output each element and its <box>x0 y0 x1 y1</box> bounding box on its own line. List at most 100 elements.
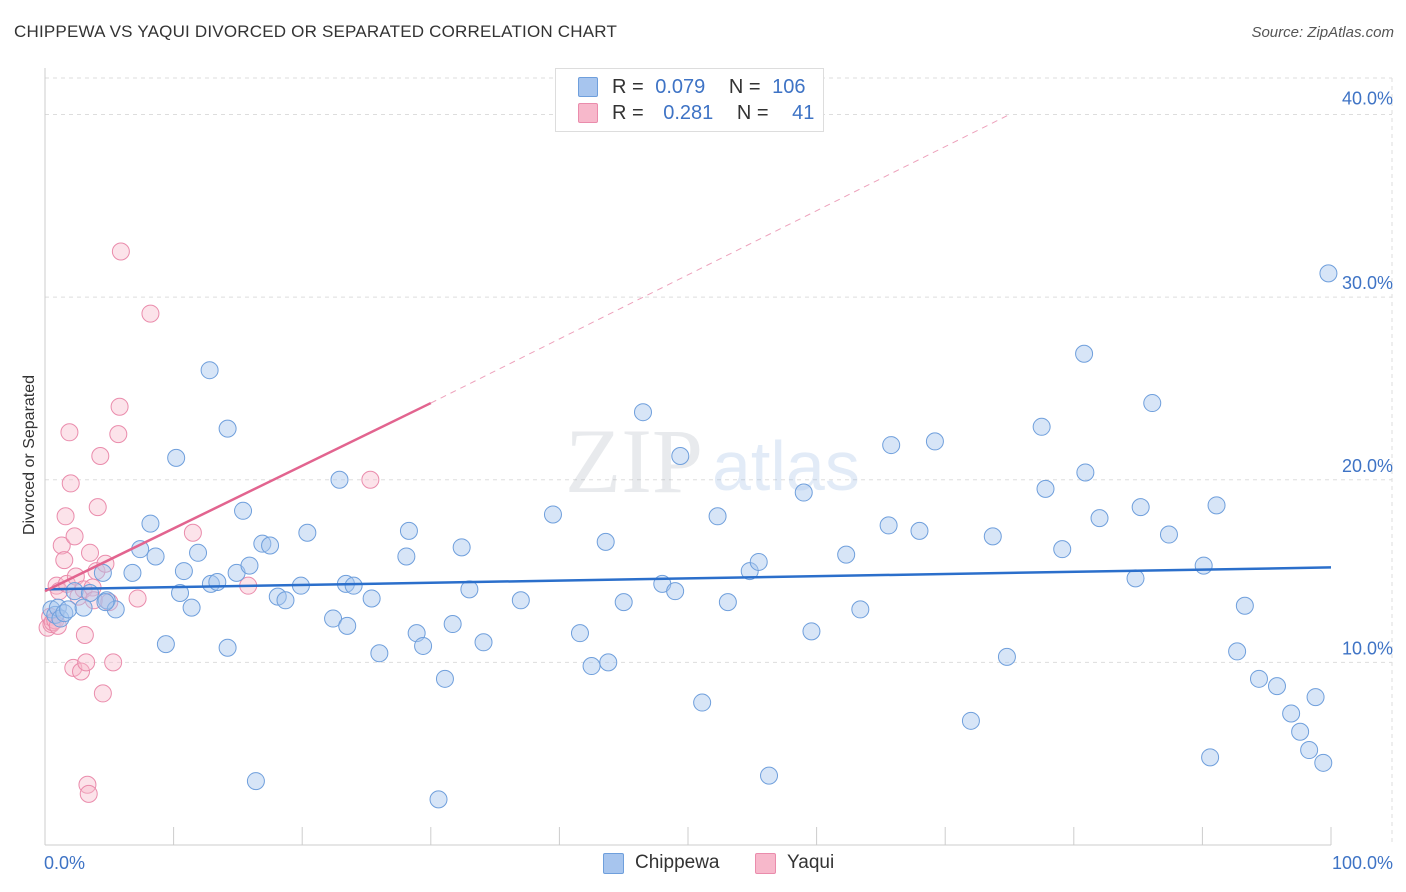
yaqui-point <box>93 684 112 703</box>
y-tick-label: 20.0% <box>1342 456 1393 476</box>
legend-r-value: 0.281 <box>663 102 714 124</box>
chippewa-point <box>1314 753 1333 772</box>
chippewa-point <box>182 598 201 617</box>
chippewa-point <box>570 624 589 643</box>
correlation-legend: R = 0.079 N = 106 R = 0.281 N = 41 <box>555 68 824 132</box>
chippewa-point <box>851 600 870 619</box>
legend-n-label: N = <box>728 76 761 98</box>
chippewa-point <box>1032 417 1051 436</box>
yaqui-legend-label: Yaqui <box>787 852 835 873</box>
chippewa-point <box>171 583 190 602</box>
watermark: ZIP atlas <box>565 410 860 512</box>
chippewa-point <box>474 633 493 652</box>
yaqui-point <box>104 653 123 672</box>
yaqui-point <box>60 423 79 442</box>
chippewa-point <box>1194 556 1213 575</box>
chippewa-points <box>42 264 1338 809</box>
chippewa-point <box>146 547 165 566</box>
yaqui-point <box>72 662 91 681</box>
legend-n-value: 106 <box>772 76 806 98</box>
chippewa-point <box>925 432 944 451</box>
chippewa-point <box>1282 704 1301 723</box>
chippewa-point <box>253 534 272 553</box>
chippewa-point <box>246 772 265 791</box>
x-tick-label: 0.0% <box>44 853 85 873</box>
chippewa-point <box>749 552 768 571</box>
yaqui-point <box>65 527 84 546</box>
chippewa-point <box>718 593 737 612</box>
yaqui-point <box>109 425 128 444</box>
chippewa-point <box>218 638 237 657</box>
chippewa-point <box>1201 748 1220 767</box>
chippewa-point <box>74 598 93 617</box>
chippewa-point <box>1036 479 1055 498</box>
chippewa-point <box>208 573 227 592</box>
chippewa-point <box>298 523 317 542</box>
chippewa-point <box>362 589 381 608</box>
chippewa-point <box>344 576 363 595</box>
yaqui-point <box>183 523 202 542</box>
yaqui-point <box>77 653 96 672</box>
chippewa-point <box>174 562 193 581</box>
chippewa-point <box>599 653 618 672</box>
legend-n-value: 41 <box>792 102 815 124</box>
chippewa-point <box>460 580 479 599</box>
y-tick-label: 10.0% <box>1342 638 1393 658</box>
chippewa-point <box>666 582 685 601</box>
chippewa-point <box>1126 569 1145 588</box>
chippewa-point <box>511 591 530 610</box>
chippewa-point <box>794 483 813 502</box>
yaqui-point <box>61 474 80 493</box>
chippewa-point <box>1090 509 1109 528</box>
yaqui-point <box>78 775 97 794</box>
chart-title: CHIPPEWA VS YAQUI DIVORCED OR SEPARATED … <box>14 22 618 41</box>
chippewa-point <box>1207 496 1226 515</box>
yaqui-point <box>361 470 380 489</box>
chippewa-point <box>141 514 160 533</box>
chippewa-point <box>276 591 295 610</box>
yaqui-point <box>111 242 130 261</box>
y-tick-label: 30.0% <box>1342 273 1393 293</box>
axes <box>44 68 1332 846</box>
chippewa-point <box>93 563 112 582</box>
chippewa-point <box>1131 498 1150 517</box>
chippewa-point <box>96 593 115 612</box>
chippewa-point <box>1075 344 1094 363</box>
chippewa-point <box>961 711 980 730</box>
chippewa-point <box>1249 669 1268 688</box>
yaqui-point <box>75 625 94 644</box>
chippewa-point <box>1300 741 1319 760</box>
chippewa-point <box>59 600 78 619</box>
chippewa-point <box>671 447 690 466</box>
chippewa-point <box>582 657 601 676</box>
yaqui-legend-swatch <box>755 853 776 874</box>
chippewa-point <box>429 790 448 809</box>
chippewa-point <box>189 543 208 562</box>
chippewa-point <box>65 582 84 601</box>
chippewa-point <box>1159 525 1178 544</box>
chippewa-point <box>240 556 259 575</box>
chippewa-point <box>1319 264 1338 283</box>
y-tick-label: 40.0% <box>1342 89 1393 109</box>
chippewa-point <box>414 636 433 655</box>
chippewa-point <box>399 521 418 540</box>
chippewa-point <box>443 615 462 634</box>
chippewa-point <box>452 538 471 557</box>
chippewa-point <box>543 505 562 524</box>
chippewa-point <box>167 448 186 467</box>
yaqui-trend-extension <box>430 114 1010 404</box>
chippewa-point <box>1291 722 1310 741</box>
chippewa-point <box>218 419 237 438</box>
chippewa-point <box>740 562 759 581</box>
source-credit: Source: ZipAtlas.com <box>1251 24 1394 41</box>
chippewa-point <box>201 574 220 593</box>
chippewa-legend-swatch <box>603 853 624 874</box>
chippewa-point <box>330 470 349 489</box>
chippewa-point <box>1228 642 1247 661</box>
yaqui-point <box>88 498 107 517</box>
chippewa-point <box>261 536 280 555</box>
x-tick-label: 100.0% <box>1332 853 1393 873</box>
chippewa-point <box>1053 540 1072 559</box>
chippewa-point <box>1143 394 1162 413</box>
